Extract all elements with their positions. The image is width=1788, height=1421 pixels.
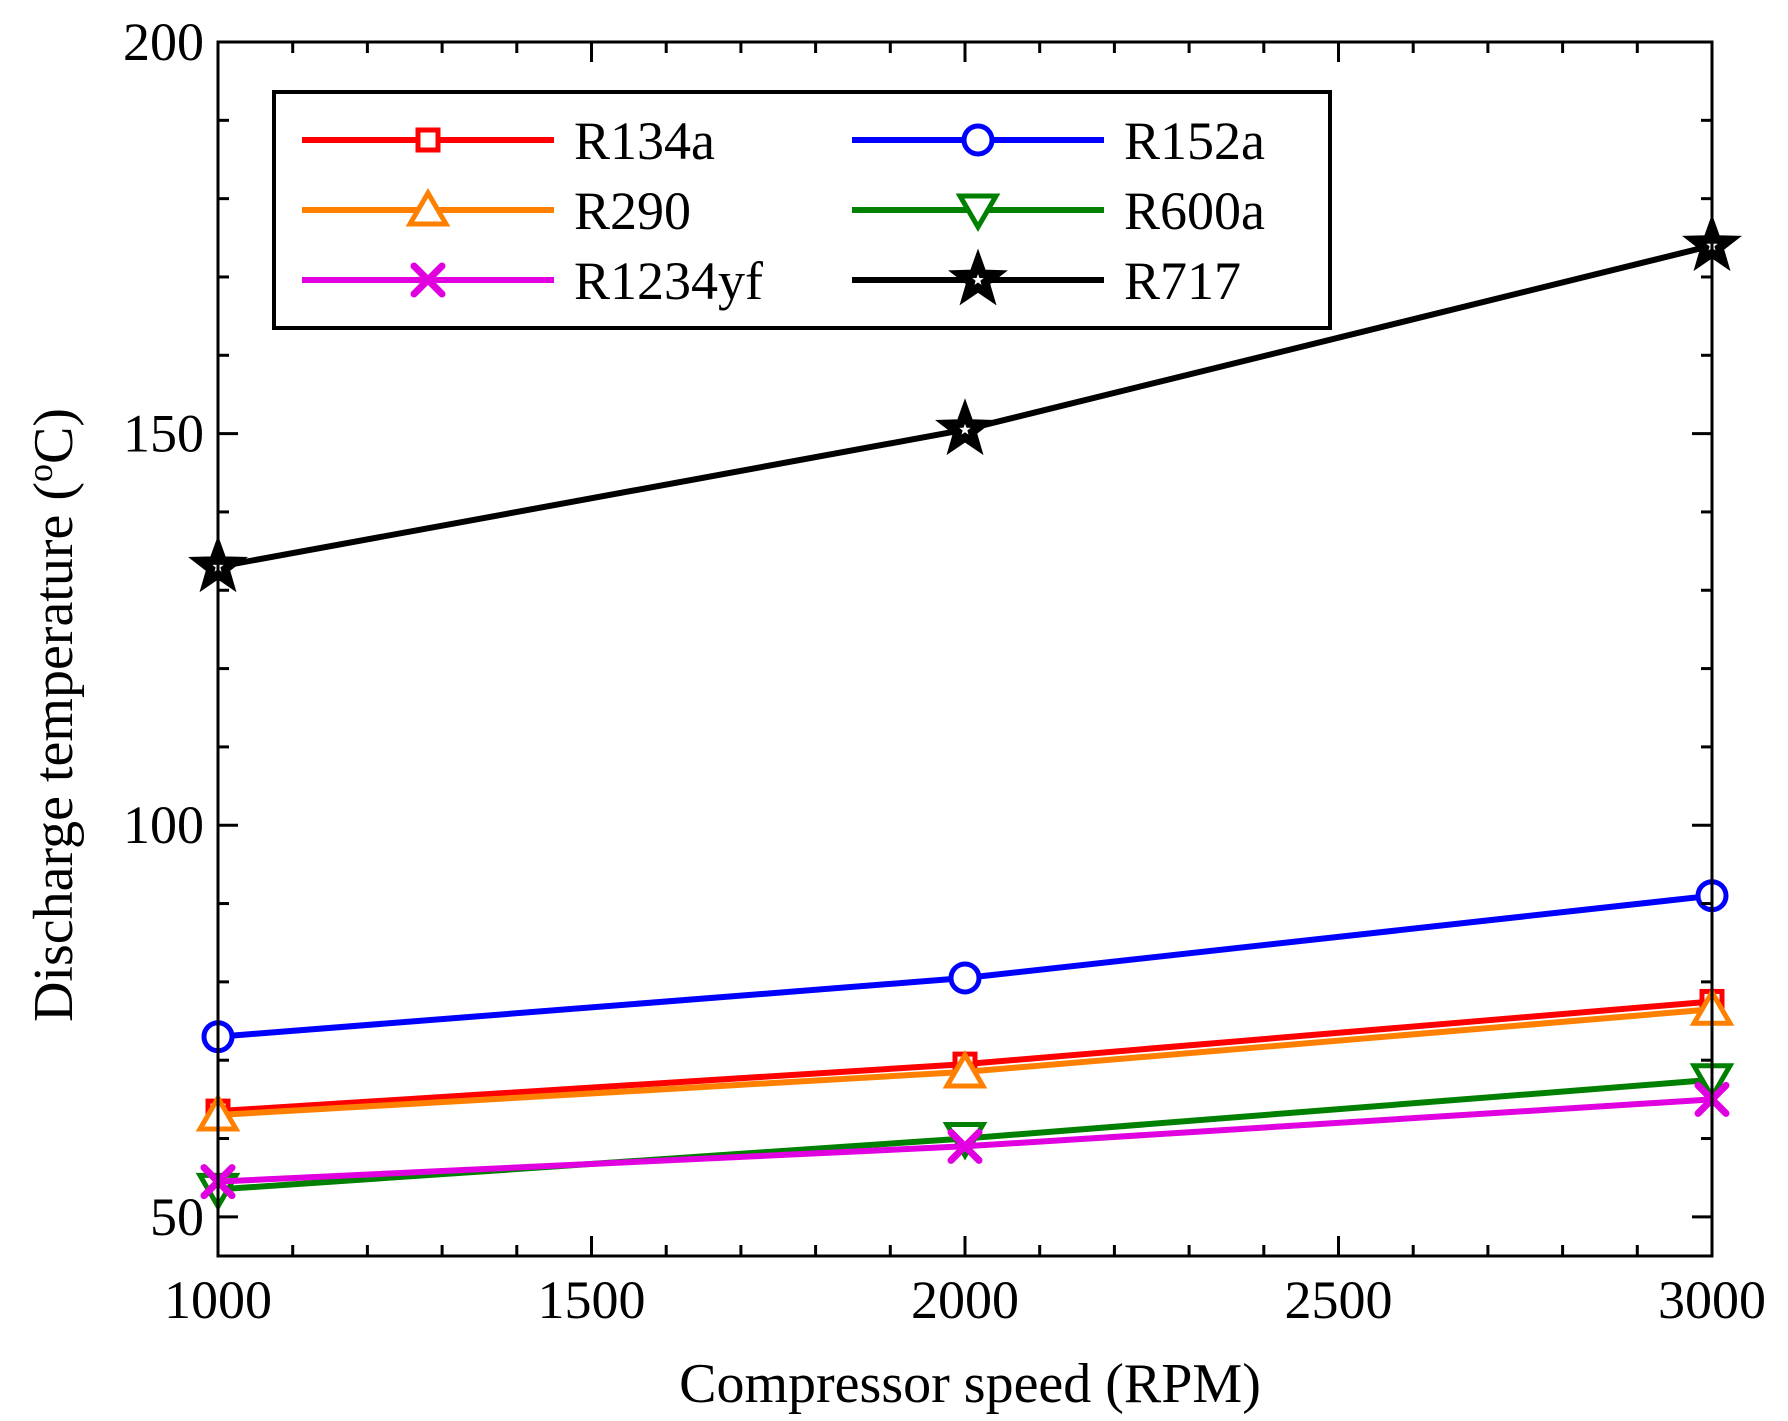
legend-marker-r600a xyxy=(955,193,1001,232)
legend-label-r152a: R152a xyxy=(1124,111,1265,171)
legend-marker-r717-center xyxy=(972,274,984,285)
data-point-r717-2000-center xyxy=(959,423,971,435)
x-tick-label-1500: 1500 xyxy=(538,1270,646,1330)
y-tick-label-50: 50 xyxy=(150,1187,204,1247)
y-tick-label-100: 100 xyxy=(123,795,204,855)
legend-item-r600a: R600a xyxy=(852,181,1265,241)
y-axis-title: Discharge temperature (oC) xyxy=(20,408,85,1022)
y-axis-title-end: C) xyxy=(23,408,85,464)
data-point-r290-2000 xyxy=(942,1049,988,1089)
x-axis-title: Compressor speed (RPM) xyxy=(679,1353,1261,1415)
x-tick-label-1000: 1000 xyxy=(164,1270,272,1330)
legend-item-r134a: R134a xyxy=(302,111,715,171)
legend-marker-r134a xyxy=(415,127,441,153)
y-axis-title-main: Discharge temperature ( xyxy=(23,482,85,1022)
legend-label-r717: R717 xyxy=(1124,251,1241,311)
legend-label-r1234yf: R1234yf xyxy=(574,251,763,311)
legend: R134a R152a R290 R600a R1234yf R717 xyxy=(272,90,1332,330)
legend-item-r1234yf: R1234yf xyxy=(302,251,763,311)
legend-marker-r152a xyxy=(961,123,995,157)
legend-label-r600a: R600a xyxy=(1124,181,1265,241)
legend-item-r152a: R152a xyxy=(852,111,1265,171)
axes-layer: 1000 1500 2000 2500 3000 50 100 150 200 xyxy=(123,12,1766,1330)
x-tick-label-2500: 2500 xyxy=(1285,1270,1393,1330)
legend-label-r290: R290 xyxy=(574,181,691,241)
legend-item-r717: R717 xyxy=(852,248,1241,311)
legend-item-r290: R290 xyxy=(302,181,691,241)
legend-marker-r1234yf xyxy=(410,262,446,298)
legend-marker-r290 xyxy=(405,188,451,227)
x-tick-label-2000: 2000 xyxy=(911,1270,1019,1330)
data-point-r152a-2000 xyxy=(948,961,982,995)
data-point-r1234yf-2000 xyxy=(947,1128,983,1164)
y-axis-title-sup: o xyxy=(20,464,60,482)
y-tick-label-200: 200 xyxy=(123,12,204,72)
y-tick-label-150: 150 xyxy=(123,404,204,464)
x-tick-label-3000: 3000 xyxy=(1658,1270,1766,1330)
legend-label-r134a: R134a xyxy=(574,111,715,171)
